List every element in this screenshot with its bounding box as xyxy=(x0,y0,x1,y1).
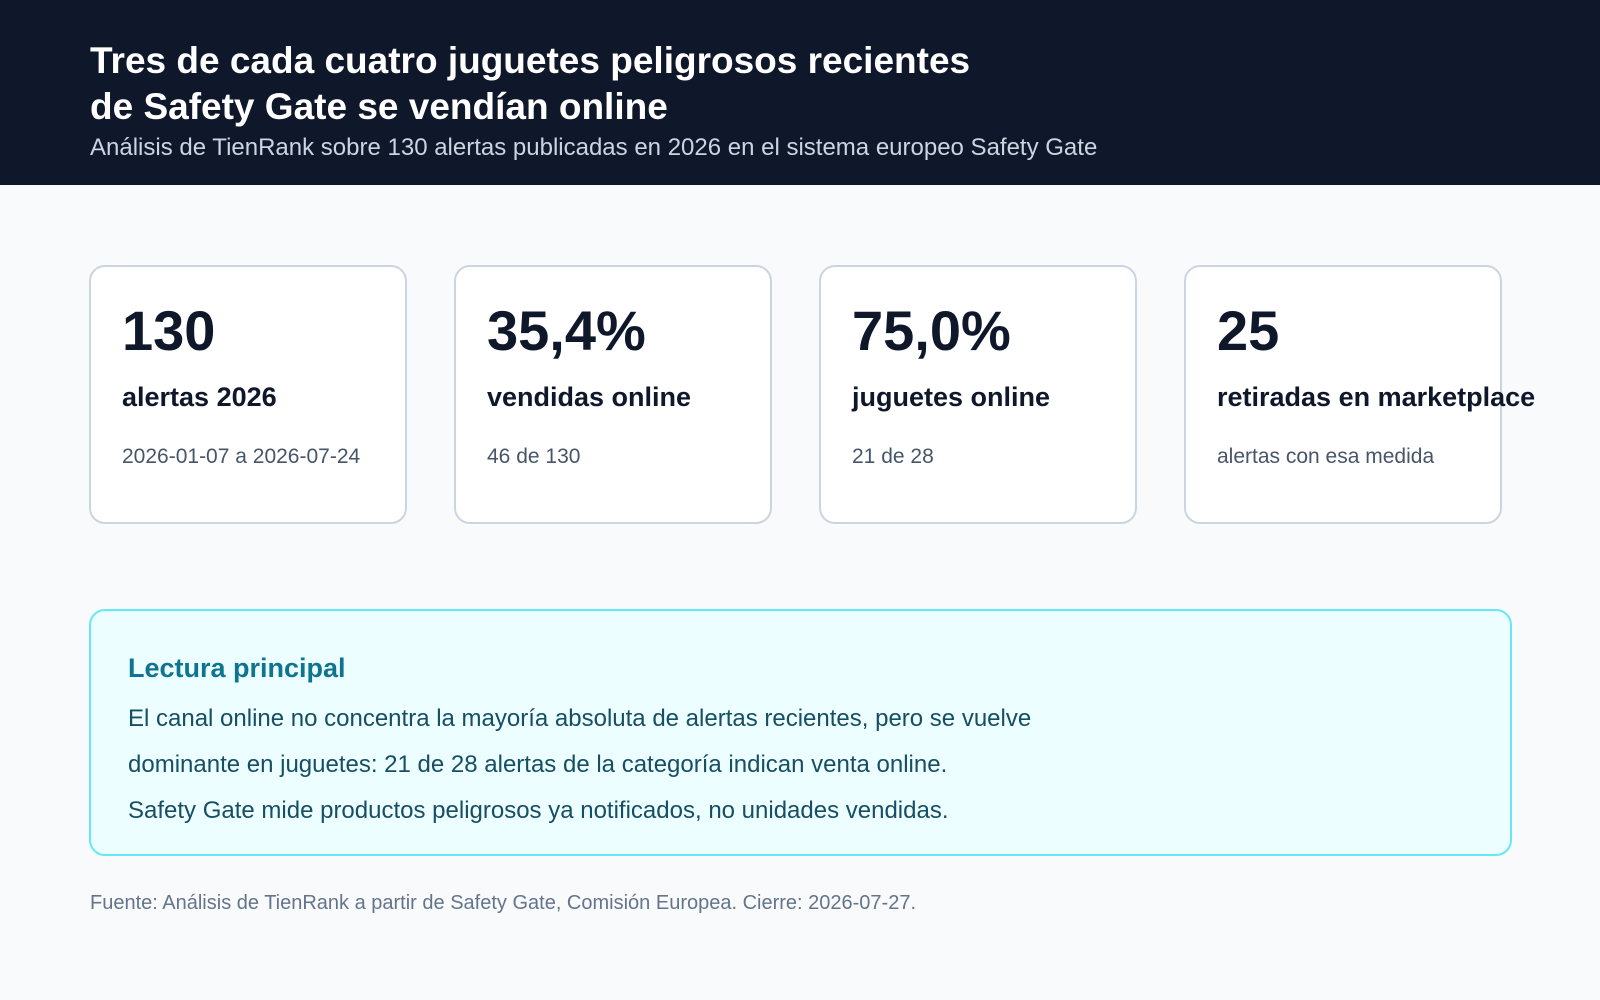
stat-value: 75,0% xyxy=(852,299,1011,362)
page-subtitle: Análisis de TienRank sobre 130 alertas p… xyxy=(90,134,1098,161)
stat-note: 46 de 130 xyxy=(487,445,581,468)
insight-line: Safety Gate mide productos peligrosos ya… xyxy=(128,797,949,824)
stat-card-marketplace-removals: 25 retiradas en marketplace alertas con … xyxy=(1184,265,1535,524)
stat-label: juguetes online xyxy=(852,382,1051,412)
page-title-line-1: Tres de cada cuatro juguetes peligrosos … xyxy=(90,40,971,81)
stat-label: alertas 2026 xyxy=(122,382,277,412)
stat-card-alerts: 130 alertas 2026 2026-01-07 a 2026-07-24 xyxy=(89,265,407,524)
source-note: Fuente: Análisis de TienRank a partir de… xyxy=(90,892,917,914)
stat-card-online-sales: 35,4% vendidas online 46 de 130 xyxy=(454,265,772,524)
stat-note: alertas con esa medida xyxy=(1217,445,1435,468)
insight-box: Lectura principal El canal online no con… xyxy=(89,609,1512,856)
stat-value: 130 xyxy=(122,299,216,362)
stat-note: 21 de 28 xyxy=(852,445,934,468)
stat-label: vendidas online xyxy=(487,382,692,412)
insight-line: dominante en juguetes: 21 de 28 alertas … xyxy=(128,751,948,778)
header-banner: Tres de cada cuatro juguetes peligrosos … xyxy=(0,0,1600,185)
page-title-line-2: de Safety Gate se vendían online xyxy=(90,86,668,127)
page-title: Tres de cada cuatro juguetes peligrosos … xyxy=(90,38,1190,130)
stat-label: retiradas en marketplace xyxy=(1217,382,1536,412)
insight-heading: Lectura principal xyxy=(128,653,346,683)
stat-value: 35,4% xyxy=(487,299,646,362)
stat-note: 2026-01-07 a 2026-07-24 xyxy=(122,445,361,468)
stat-value: 25 xyxy=(1217,299,1280,362)
stat-card-toys-online: 75,0% juguetes online 21 de 28 xyxy=(819,265,1137,524)
insight-line: El canal online no concentra la mayoría … xyxy=(128,705,1032,732)
